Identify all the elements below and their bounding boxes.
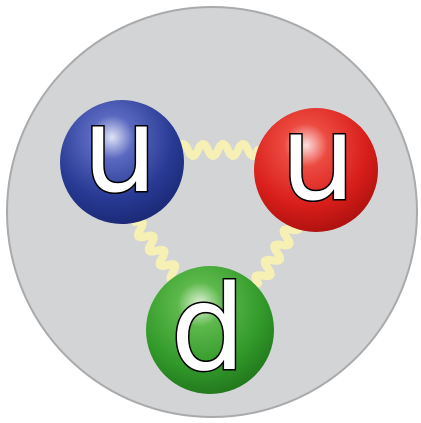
quark-label: d xyxy=(171,259,246,397)
quark-label: u xyxy=(83,81,158,219)
proton-diagram: u u d xyxy=(0,0,421,423)
quark-label: u xyxy=(281,89,356,227)
page: u u d (() => { const data = JSON.parse(d… xyxy=(0,0,421,423)
gluon xyxy=(178,144,258,156)
